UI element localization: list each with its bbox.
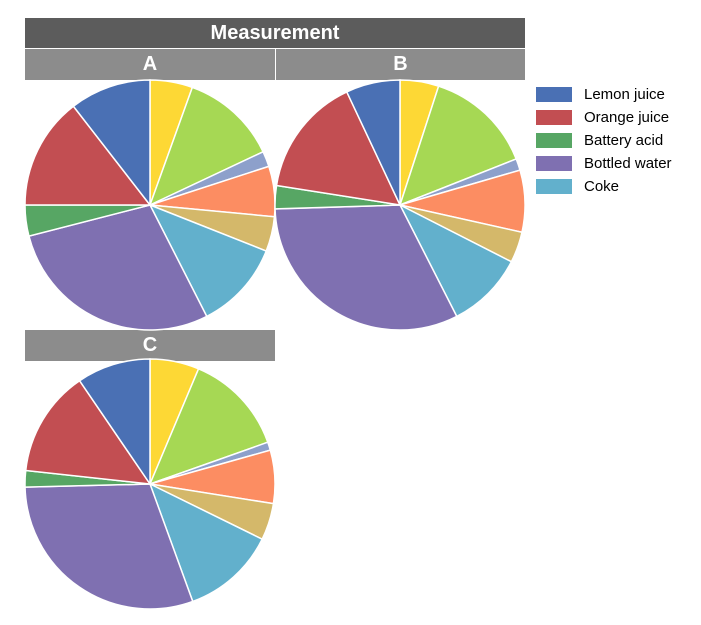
- pie-slice: [148, 482, 264, 603]
- pie-slice: [148, 86, 265, 207]
- pie-slice: [24, 379, 152, 485]
- legend-swatch: [536, 110, 572, 125]
- pie-slice: [78, 358, 151, 487]
- legend-swatch: [536, 179, 572, 194]
- legend-swatch: [536, 133, 572, 148]
- legend-label: Coke: [584, 178, 620, 195]
- legend-item-bottled-water: Bottled water: [536, 152, 672, 175]
- legend-item-orange-juice: Orange juice: [536, 106, 672, 129]
- pie-slice: [398, 203, 513, 318]
- legend-label: Battery acid: [584, 132, 664, 149]
- pie-slice: [28, 204, 208, 331]
- legend-label: Lemon juice: [584, 86, 665, 103]
- pie-chart-c: [24, 358, 276, 610]
- pie-slice: [398, 85, 518, 207]
- pie-slice: [148, 367, 269, 486]
- pie-slice: [24, 105, 152, 206]
- pie-slice: [345, 79, 401, 206]
- pie-chart-b: [274, 79, 526, 331]
- legend-item-lemon-juice: Lemon juice: [536, 83, 672, 106]
- pie-slice: [274, 204, 458, 331]
- pie-chart-a: [24, 79, 276, 331]
- legend-item-coke: Coke: [536, 175, 672, 198]
- panel-label-b: B: [276, 49, 525, 80]
- chart-title: Measurement: [25, 18, 525, 48]
- pie-slice: [148, 203, 268, 318]
- pie-slice: [24, 483, 194, 610]
- pie-slice: [275, 90, 402, 206]
- panel-label-c: C: [25, 330, 275, 361]
- pie-slice: [72, 79, 151, 208]
- legend-label: Orange juice: [584, 109, 670, 126]
- legend-item-battery-acid: Battery acid: [536, 129, 672, 152]
- legend-label: Bottled water: [584, 155, 672, 172]
- panel-label-a: A: [25, 49, 275, 80]
- legend-swatch: [536, 87, 572, 102]
- legend: Lemon juice Orange juice Battery acid Bo…: [536, 83, 672, 198]
- legend-swatch: [536, 156, 572, 171]
